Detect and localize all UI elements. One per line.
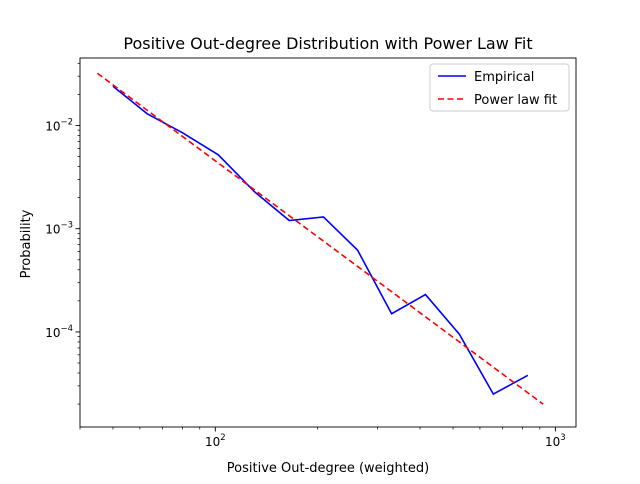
plot-area: 102 103 10−2 10−3 10−4: [45, 57, 577, 449]
legend: Empirical Power law fit: [429, 63, 570, 112]
x-tick-label: 103: [545, 433, 566, 449]
y-tick-label: 10−3: [45, 221, 73, 237]
y-tick-label: 10−4: [45, 324, 73, 340]
series-line-power-law-fit: [96, 72, 544, 405]
series-line-empirical: [112, 85, 529, 396]
x-axis-label: Positive Out-degree (weighted): [227, 461, 429, 476]
y-tick-label: 10−2: [45, 117, 73, 133]
axes-frame: [79, 57, 577, 428]
legend-label: Power law fit: [474, 93, 557, 108]
chart-title: Positive Out-degree Distribution with Po…: [123, 34, 532, 53]
x-tick-label: 102: [205, 433, 226, 449]
y-axis-label: Probability: [19, 209, 34, 278]
legend-label: Empirical: [474, 70, 534, 85]
